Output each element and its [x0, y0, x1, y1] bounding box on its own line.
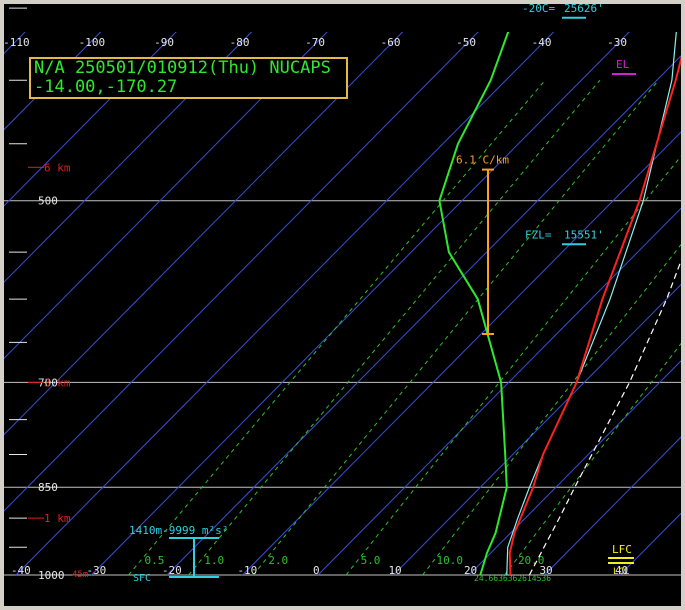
top-temp-tick-label: -40 [532, 36, 552, 49]
surface-height-label: 45m [72, 570, 88, 580]
parcel-trace-line [506, 32, 677, 576]
top-temp-tick-label: -110 [4, 36, 30, 49]
lfc-label: LFC [612, 543, 632, 556]
mixing-ratio-label: 1.0 [204, 554, 224, 567]
bottom-temp-tick-label: -40 [11, 564, 31, 577]
mixing-ratio-label: 5.0 [361, 554, 381, 567]
bottom-temp-tick-label: 40 [615, 564, 628, 577]
mixing-ratio-line [504, 342, 681, 576]
profile-layer [438, 32, 681, 576]
isotherm-line [242, 131, 681, 576]
isotherm-line [393, 283, 681, 576]
chart-background [4, 4, 681, 606]
isobar-label: 700 [38, 376, 58, 389]
isotherm-line [4, 32, 404, 436]
top-temp-tick-label: -60 [381, 36, 401, 49]
bottom-temp-tick-label: 10 [388, 564, 401, 577]
effective-layer-label: 1410m-9999 m²s² [129, 524, 228, 537]
station-coordinates: -14.00,-170.27 [34, 77, 178, 97]
mixing-ratio-label: 10.0 [437, 554, 464, 567]
isotherm-line [166, 55, 681, 576]
temperature-line [508, 55, 681, 576]
isotherm-line [15, 32, 555, 576]
isotherm-line [4, 32, 479, 512]
mixing-ratio-line [188, 79, 601, 576]
mixing-ratio-label: 20.0 [518, 554, 545, 567]
grid-layer [4, 32, 681, 576]
lapse-rate-label: 6.1 C/km [456, 154, 509, 167]
top-temp-tick-label: -50 [456, 36, 476, 49]
height-label: 1 km [44, 512, 71, 525]
bottom-temp-tick-label: -20 [162, 564, 182, 577]
isotherm-line [468, 360, 681, 576]
isobar-label: 1000 [38, 569, 65, 582]
bottom-temp-tick-label: 30 [539, 564, 552, 577]
dewpoint-line [438, 32, 510, 576]
annotation-layer: 6.1 C/km-30C=29879'-20C=25626'FZL=15551'… [129, 4, 636, 584]
mixing-ratio-label: 2.0 [268, 554, 288, 567]
height-label: 3 km [44, 376, 71, 389]
lcl-label: LCL [613, 567, 629, 577]
bottom-readout: 24.6636362614536 [474, 574, 551, 583]
mixing-ratio-label: 0.5 [145, 554, 165, 567]
skew-t-chart: 10015020030050070085010000.51.02.05.010.… [4, 4, 681, 606]
top-temp-tick-label: -80 [230, 36, 250, 49]
isobar-label: 500 [38, 195, 58, 208]
bottom-temp-tick-label: 20 [464, 564, 477, 577]
sfc-label: SFC [133, 573, 151, 584]
top-temp-tick-label: -90 [154, 36, 174, 49]
level-readout-value: 25626' [564, 4, 604, 15]
station-info-box: N/A 250501/010912(Thu) NUCAPS -14.00,-17… [29, 57, 348, 99]
top-temp-tick-label: -70 [305, 36, 325, 49]
top-temp-tick-label: -100 [79, 36, 106, 49]
isobar-label: 850 [38, 481, 58, 494]
bottom-temp-tick-label: -30 [86, 564, 106, 577]
el-label: EL [616, 58, 630, 71]
isotherm-line [91, 32, 630, 576]
station-title: N/A 250501/010912(Thu) NUCAPS [34, 58, 331, 78]
bottom-temp-tick-label: -10 [237, 564, 257, 577]
bottom-temp-tick-label: 0 [313, 564, 320, 577]
axis-label-layer: 10015020030050070085010000.51.02.05.010.… [4, 7, 628, 582]
top-temp-tick-label: -30 [607, 36, 627, 49]
mixing-ratio-line [422, 243, 681, 576]
isotherm-line [317, 207, 681, 576]
mixing-ratio-line [252, 79, 659, 576]
level-readout-label: FZL= [525, 228, 552, 241]
mixing-ratio-line [345, 155, 681, 576]
mixing-ratio-line [128, 79, 546, 576]
level-readout-value: 15551' [564, 228, 604, 241]
level-readout-label: -20C= [522, 4, 555, 15]
height-label: 6 km [44, 161, 71, 174]
